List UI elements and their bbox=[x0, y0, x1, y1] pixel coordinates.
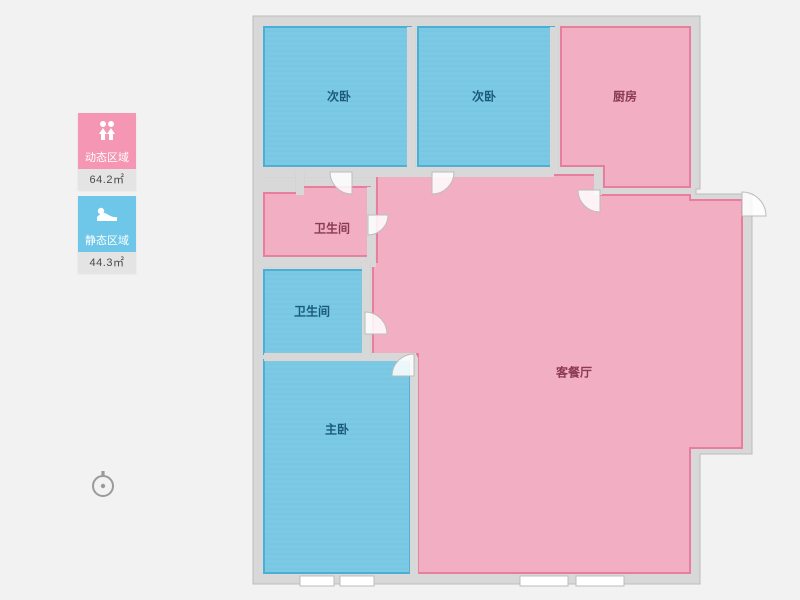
window-slot bbox=[520, 576, 568, 586]
room-master bbox=[264, 360, 410, 573]
people-icon bbox=[78, 113, 136, 149]
sleep-icon bbox=[78, 196, 136, 232]
room-living bbox=[373, 175, 742, 573]
room-kitchen bbox=[561, 27, 690, 187]
legend-label: 静态区域 bbox=[78, 232, 136, 252]
legend-dynamic: 动态区域64.2㎡ bbox=[78, 113, 136, 190]
room-bed2-right bbox=[418, 27, 554, 166]
door-swing bbox=[742, 192, 766, 216]
floorplan-canvas: 次卧次卧厨房卫生间卫生间主卧客餐厅 动态区域64.2㎡ 静态区域44.3㎡ bbox=[0, 0, 800, 600]
legend-value: 64.2㎡ bbox=[78, 169, 136, 190]
room-bath-top bbox=[264, 187, 370, 256]
window-slot bbox=[576, 576, 624, 586]
legend-value: 44.3㎡ bbox=[78, 252, 136, 273]
legend-label: 动态区域 bbox=[78, 149, 136, 169]
room-bath-low bbox=[264, 270, 365, 354]
window-slot bbox=[340, 576, 374, 586]
compass-icon bbox=[88, 469, 118, 499]
floorplan-svg bbox=[0, 0, 800, 600]
legend-static: 静态区域44.3㎡ bbox=[78, 196, 136, 273]
window-slot bbox=[300, 576, 334, 586]
room-bed2-left bbox=[264, 27, 411, 166]
